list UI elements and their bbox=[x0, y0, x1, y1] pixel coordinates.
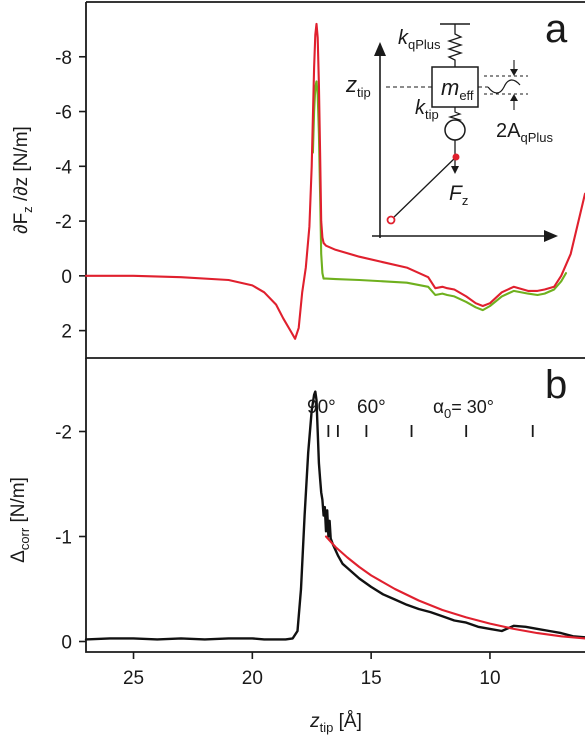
y-tick-label: -4 bbox=[55, 157, 72, 178]
inset-red-dot-bottom bbox=[386, 215, 396, 225]
inset-force-arrowhead bbox=[451, 166, 459, 174]
xlabel-main: z bbox=[309, 711, 320, 732]
x-tick-label: 25 bbox=[123, 668, 144, 689]
inset-k-tip-main: k bbox=[415, 97, 426, 119]
inset-k-tip-label: ktip bbox=[415, 97, 439, 122]
alpha-rest: = 30° bbox=[451, 397, 494, 417]
angle-label-60: 60° bbox=[357, 397, 386, 418]
panel-a-y-axis-title: ∂Fz /∂z [N/m] bbox=[11, 126, 35, 234]
panel-b: 0-1-2 25 20 15 10 b 90° 60° α0= 30° Δcorr [… bbox=[8, 358, 585, 735]
inset-schematic: kqPlus meff ztip ktip 2AqPlus Fz bbox=[345, 23, 558, 242]
alpha-main: α bbox=[433, 397, 444, 418]
y-tick-label: -6 bbox=[55, 103, 72, 124]
inset-oscillation-wave bbox=[487, 79, 521, 94]
panel-b-x-axis-title: ztip [Å] bbox=[309, 711, 362, 735]
panel-b-frame bbox=[85, 358, 585, 653]
x-tick-label: 10 bbox=[479, 668, 500, 689]
inset-z-tip-label: ztip bbox=[345, 72, 371, 100]
panel-b-series bbox=[84, 390, 585, 641]
angle-label-90: 90° bbox=[307, 397, 336, 418]
inset-m-eff-main: m bbox=[441, 75, 459, 100]
inset-force-main: F bbox=[449, 182, 463, 205]
inset-tip-circle bbox=[444, 119, 466, 141]
panel-b-ylabel-rest: [N/m] bbox=[8, 477, 29, 528]
panel-a-ylabel-sub: z bbox=[20, 206, 35, 213]
panel-b-y-ticks: 0 -1 -2 bbox=[55, 423, 86, 654]
y-tick-label: -1 bbox=[55, 528, 72, 549]
series-line-green bbox=[311, 80, 568, 312]
y-tick-label: 0 bbox=[61, 633, 72, 654]
y-tick-label: -8 bbox=[55, 48, 72, 69]
inset-amp-arrowhead-top bbox=[510, 69, 518, 76]
y-tick-label: 0 bbox=[61, 267, 72, 288]
inset-k-tip-sub: tip bbox=[425, 107, 439, 122]
panel-b-ylabel-sub: corr bbox=[17, 527, 32, 550]
series-line-red bbox=[324, 535, 585, 640]
inset-k-qplus-sub: qPlus bbox=[408, 37, 441, 52]
panel-a-ylabel-main: ∂F bbox=[11, 213, 32, 234]
panel-a-ylabel-rest: /∂z [N/m] bbox=[11, 126, 32, 206]
alpha-sub: 0 bbox=[444, 406, 451, 421]
inset-force-label: Fz bbox=[449, 182, 468, 208]
panel-a-y-ticks: 2 0 -2 -4 -6 -8 bbox=[55, 48, 86, 343]
panel-b-x-ticks: 25 20 15 10 bbox=[123, 652, 501, 689]
inset-x-arrowhead bbox=[544, 230, 558, 242]
x-tick-label: 15 bbox=[361, 668, 382, 689]
inset-amplitude-label: 2AqPlus bbox=[496, 120, 553, 145]
inset-k-qplus-main: k bbox=[398, 27, 409, 49]
xlabel-sub: tip bbox=[320, 720, 334, 735]
inset-z-tip-sub: tip bbox=[357, 85, 371, 100]
inset-amp-arrowhead-bottom bbox=[510, 94, 518, 101]
y-tick-label: -2 bbox=[55, 423, 72, 444]
series-line-red bbox=[84, 22, 585, 340]
inset-red-dot-top bbox=[452, 153, 460, 161]
inset-mass-box bbox=[431, 66, 479, 108]
y-tick-label: 2 bbox=[61, 322, 72, 343]
panel-a-letter: a bbox=[545, 7, 568, 51]
inset-trajectory-line bbox=[390, 156, 457, 221]
xlabel-rest: [Å] bbox=[333, 711, 362, 732]
angle-label-alpha: α0= 30° bbox=[433, 397, 494, 421]
inset-amp-main: 2A bbox=[496, 120, 521, 142]
inset-spring-qplus bbox=[446, 24, 464, 67]
panel-b-angle-marks bbox=[327, 425, 534, 437]
x-tick-label: 20 bbox=[242, 668, 263, 689]
series-line-black bbox=[84, 390, 585, 641]
panel-b-ylabel-main: Δ bbox=[8, 550, 29, 563]
inset-k-qplus-label: kqPlus bbox=[398, 27, 441, 52]
inset-force-sub: z bbox=[462, 193, 469, 208]
panel-b-letter: b bbox=[545, 363, 567, 407]
panel-b-y-axis-title: Δcorr [N/m] bbox=[8, 477, 32, 563]
panel-a: 20-2-4-6-8 a ∂Fz /∂z [N/m] bbox=[11, 1, 585, 359]
panel-a-frame bbox=[85, 2, 585, 359]
inset-y-arrowhead bbox=[374, 42, 386, 56]
inset-amp-sub: qPlus bbox=[520, 130, 553, 145]
panel-a-series bbox=[84, 22, 585, 340]
y-tick-label: -2 bbox=[55, 212, 72, 233]
inset-m-eff-sub: eff bbox=[459, 88, 474, 103]
inset-m-eff-label: meff bbox=[441, 75, 474, 103]
inset-z-tip-main: z bbox=[345, 72, 357, 97]
